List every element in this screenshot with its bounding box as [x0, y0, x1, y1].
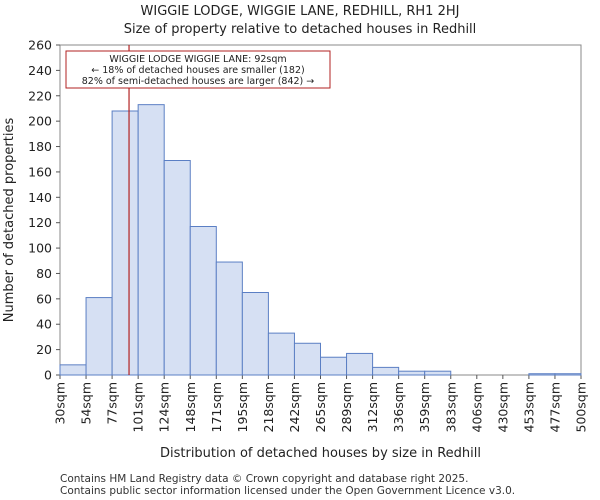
y-tick-label: 100 [28, 241, 52, 256]
x-tick-label: 359sqm [417, 382, 432, 432]
bar [189, 226, 217, 376]
bar [111, 110, 139, 376]
x-tick-label: 453sqm [521, 382, 536, 432]
x-tick-label: 383sqm [443, 382, 458, 432]
chart-subtitle: Size of property relative to detached ho… [123, 22, 477, 37]
x-tick-label: 148sqm [183, 382, 198, 432]
bar [320, 356, 348, 376]
bar [554, 373, 582, 376]
x-tick-label: 430sqm [495, 382, 510, 432]
bar [293, 342, 322, 376]
x-tick-label: 171sqm [209, 382, 224, 432]
annotation-line: 82% of semi-detached houses are larger (… [82, 76, 315, 87]
bar [398, 370, 426, 376]
y-tick-label: 0 [44, 368, 52, 383]
y-tick-label: 140 [28, 190, 52, 205]
y-tick-label: 180 [28, 139, 52, 154]
y-tick-label: 160 [28, 164, 52, 179]
x-tick-label: 242sqm [287, 382, 302, 432]
x-tick-label: 30sqm [53, 382, 68, 425]
x-tick-label: 265sqm [313, 382, 328, 432]
bar [85, 297, 113, 376]
x-tick-label: 336sqm [391, 382, 406, 432]
y-tick-label: 260 [28, 38, 52, 53]
y-tick-label: 20 [36, 342, 52, 357]
x-tick-label: 312sqm [365, 382, 380, 432]
y-tick-label: 80 [36, 266, 52, 281]
y-tick-label: 240 [28, 63, 52, 78]
y-tick-label: 200 [28, 114, 52, 129]
x-tick-label: 124sqm [157, 382, 172, 432]
x-tick-label: 289sqm [339, 382, 354, 432]
annotation-line: WIGGIE LODGE WIGGIE LANE: 92sqm [109, 54, 286, 65]
chart-title: WIGGIE LODGE, WIGGIE LANE, REDHILL, RH1 … [140, 4, 460, 19]
x-tick-label: 500sqm [574, 382, 589, 432]
bar [241, 292, 269, 376]
x-tick-label: 218sqm [261, 382, 276, 432]
bar [346, 352, 374, 376]
bar [163, 160, 191, 376]
y-tick-label: 220 [28, 88, 52, 103]
bar [215, 261, 243, 376]
x-tick-label: 406sqm [469, 382, 484, 432]
x-tick-label: 101sqm [131, 382, 146, 432]
bar [424, 370, 452, 376]
y-tick-label: 60 [36, 291, 52, 306]
bar [137, 104, 165, 376]
x-tick-label: 195sqm [235, 382, 250, 432]
annotation-line: ← 18% of detached houses are smaller (18… [91, 65, 304, 76]
bar [267, 332, 295, 376]
x-tick-label: 54sqm [79, 382, 94, 425]
x-tick-label: 477sqm [547, 382, 562, 432]
y-axis-label: Number of detached properties [2, 118, 17, 323]
licence-note: Contains public sector information licen… [60, 485, 516, 497]
bar-chart: WIGGIE LODGE WIGGIE LANE: 92sqm← 18% of … [2, 38, 589, 462]
y-tick-label: 120 [28, 215, 52, 230]
bar [528, 373, 556, 376]
bar [372, 366, 400, 376]
copyright-note: Contains HM Land Registry data © Crown c… [60, 473, 469, 485]
x-axis-label: Distribution of detached houses by size … [160, 446, 481, 461]
x-tick-label: 77sqm [105, 382, 120, 425]
annotation-box [65, 50, 331, 89]
y-tick-label: 40 [36, 317, 52, 332]
bar [59, 364, 87, 376]
